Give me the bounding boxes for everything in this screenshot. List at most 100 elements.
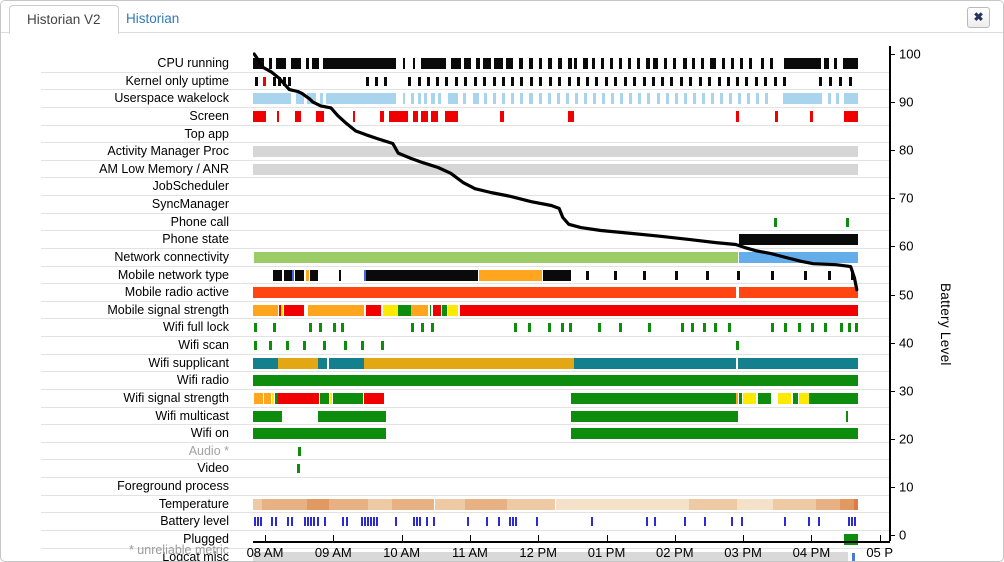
timeline-segment [328, 498, 368, 510]
timeline-tick [418, 517, 421, 527]
y-axis-tick [889, 150, 895, 152]
timeline-tick [770, 323, 774, 333]
timeline-tick [586, 76, 590, 86]
timeline-tick [513, 323, 517, 333]
tab-historian[interactable]: Historian [126, 11, 180, 26]
timeline-tick [511, 76, 515, 86]
timeline-segment [253, 146, 858, 158]
x-axis-tick [538, 535, 540, 541]
timeline-segment [284, 304, 304, 316]
x-axis-tick [469, 535, 471, 541]
timeline-segment [268, 58, 272, 69]
timeline-segment [664, 58, 668, 69]
timeline-segment [827, 93, 831, 105]
timeline-tick [824, 323, 828, 333]
timeline-tick [614, 270, 618, 280]
timeline-segment [652, 58, 659, 69]
timeline-tick [851, 552, 855, 561]
timeline-tick [839, 323, 843, 333]
y-axis-tick [889, 342, 895, 344]
chart-plot-area[interactable]: CPU running Kernel only uptime Userspace w… [41, 55, 889, 561]
y-axis-tick-label: 30 [899, 383, 914, 399]
timeline-tick [651, 76, 655, 86]
timeline-segment [538, 58, 543, 69]
timeline-tick [286, 517, 289, 527]
timeline-segment [277, 392, 319, 404]
timeline-segment [747, 93, 751, 105]
timeline-tick [845, 217, 849, 227]
timeline-segment [692, 93, 696, 105]
timeline-segment [438, 93, 442, 105]
timeline-segment [519, 58, 523, 69]
row-label: Temperature [158, 496, 229, 511]
timeline-tick [260, 517, 263, 527]
timeline-segment [275, 58, 287, 69]
timeline-segment [434, 498, 465, 510]
timeline-tick [332, 323, 336, 333]
x-axis-tick-label: 04 PM [792, 545, 831, 560]
row-label: Screen [189, 108, 229, 123]
timeline-tick [848, 76, 852, 86]
row-track [253, 161, 858, 178]
y-axis-tick [889, 294, 895, 296]
timeline-segment [688, 498, 737, 510]
timeline-row: Wifi full lock [41, 319, 889, 337]
timeline-tick [253, 517, 256, 527]
row-label: Wifi multicast [155, 408, 229, 423]
timeline-segment [253, 304, 278, 316]
timeline-tick [703, 323, 707, 333]
row-label: Activity Manager Proc [107, 144, 229, 159]
timeline-tick [430, 323, 434, 333]
timeline-tick [689, 76, 693, 86]
row-label: AM Low Memory / ANR [99, 161, 229, 176]
timeline-segment [619, 58, 623, 69]
row-track [253, 90, 858, 107]
y-axis-title: Battery Level [938, 283, 953, 366]
timeline-segment [565, 93, 569, 105]
row-label: Mobile radio active [124, 285, 229, 300]
timeline-segment [283, 269, 292, 281]
timeline-segment [839, 498, 854, 510]
timeline-tick [548, 323, 552, 333]
row-label: Wifi on [190, 426, 229, 441]
timeline-segment [493, 93, 497, 105]
timeline-tick [455, 76, 459, 86]
row-track [253, 337, 858, 354]
timeline-tick [283, 76, 287, 86]
timeline-tick [272, 76, 276, 86]
timeline-segment [701, 93, 705, 105]
timeline-segment [309, 269, 318, 281]
close-button[interactable]: ✖ [967, 7, 990, 28]
unreliable-metric-footnote: * unreliable metric [128, 543, 229, 557]
row-label: Kernel only uptime [125, 73, 229, 88]
timeline-tick [361, 517, 364, 527]
timeline-segment [410, 93, 414, 105]
timeline-tick [619, 323, 623, 333]
timeline-segment [738, 287, 858, 299]
timeline-segment [637, 58, 641, 69]
timeline-tick [773, 217, 777, 227]
timeline-segment [784, 58, 822, 69]
timeline-row: Mobile signal strength [41, 302, 889, 320]
timeline-segment [484, 93, 488, 105]
timeline-segment [502, 93, 506, 105]
timeline-tick [528, 323, 532, 333]
timeline-tick [508, 517, 511, 527]
timeline-segment [835, 93, 839, 105]
row-track [253, 267, 858, 284]
timeline-segment [571, 410, 739, 422]
timeline-segment [421, 58, 446, 69]
tab-historian-v2[interactable]: Historian V2 [9, 5, 119, 34]
timeline-segment [749, 58, 753, 69]
timeline-segment [430, 110, 439, 122]
x-axis-tick-label: 09 AM [314, 545, 352, 560]
y-axis-tick-label: 50 [899, 287, 914, 302]
timeline-tick [818, 517, 821, 527]
y-axis-tick [889, 54, 895, 55]
timeline-segment [308, 304, 364, 316]
timeline-segment [844, 93, 858, 105]
timeline-tick [436, 76, 440, 86]
row-label: SyncManager [151, 197, 229, 211]
timeline-row: Activity Manager Proc [41, 143, 889, 161]
timeline-tick [278, 76, 282, 86]
